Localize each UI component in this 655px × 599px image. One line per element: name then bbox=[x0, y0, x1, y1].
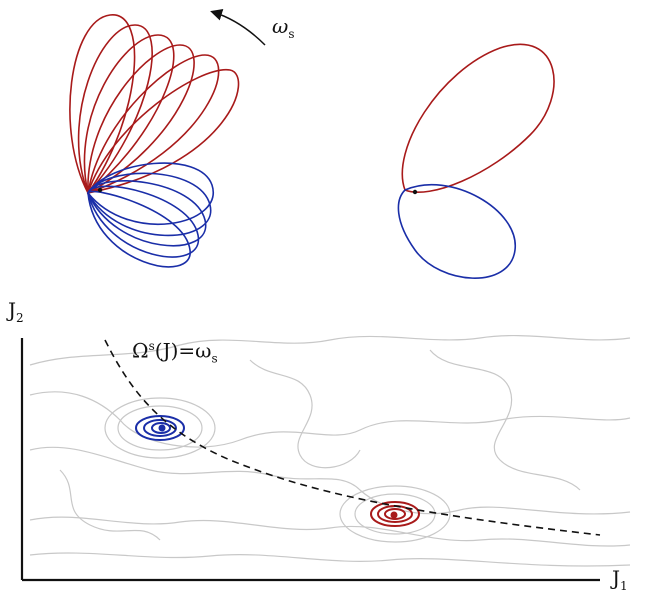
gray-contours bbox=[29, 334, 631, 567]
omega-label: ωs bbox=[272, 14, 295, 41]
red-contours bbox=[370, 501, 420, 527]
resonance-label: Ωs(J)=ωs bbox=[132, 338, 218, 366]
red-orbits-precessing bbox=[69, 14, 240, 195]
blue-orbit-single bbox=[397, 184, 516, 279]
blue-contours bbox=[135, 415, 185, 441]
resonance-curve bbox=[104, 339, 601, 536]
rotation-arrow bbox=[210, 8, 266, 46]
red-orbit-single bbox=[401, 43, 555, 194]
center-point-right bbox=[412, 189, 418, 195]
blue-orbits-precessing bbox=[87, 162, 214, 268]
j1-label: J1 bbox=[612, 566, 628, 593]
j2-label: J2 bbox=[8, 298, 24, 325]
center-point-left bbox=[97, 187, 103, 193]
